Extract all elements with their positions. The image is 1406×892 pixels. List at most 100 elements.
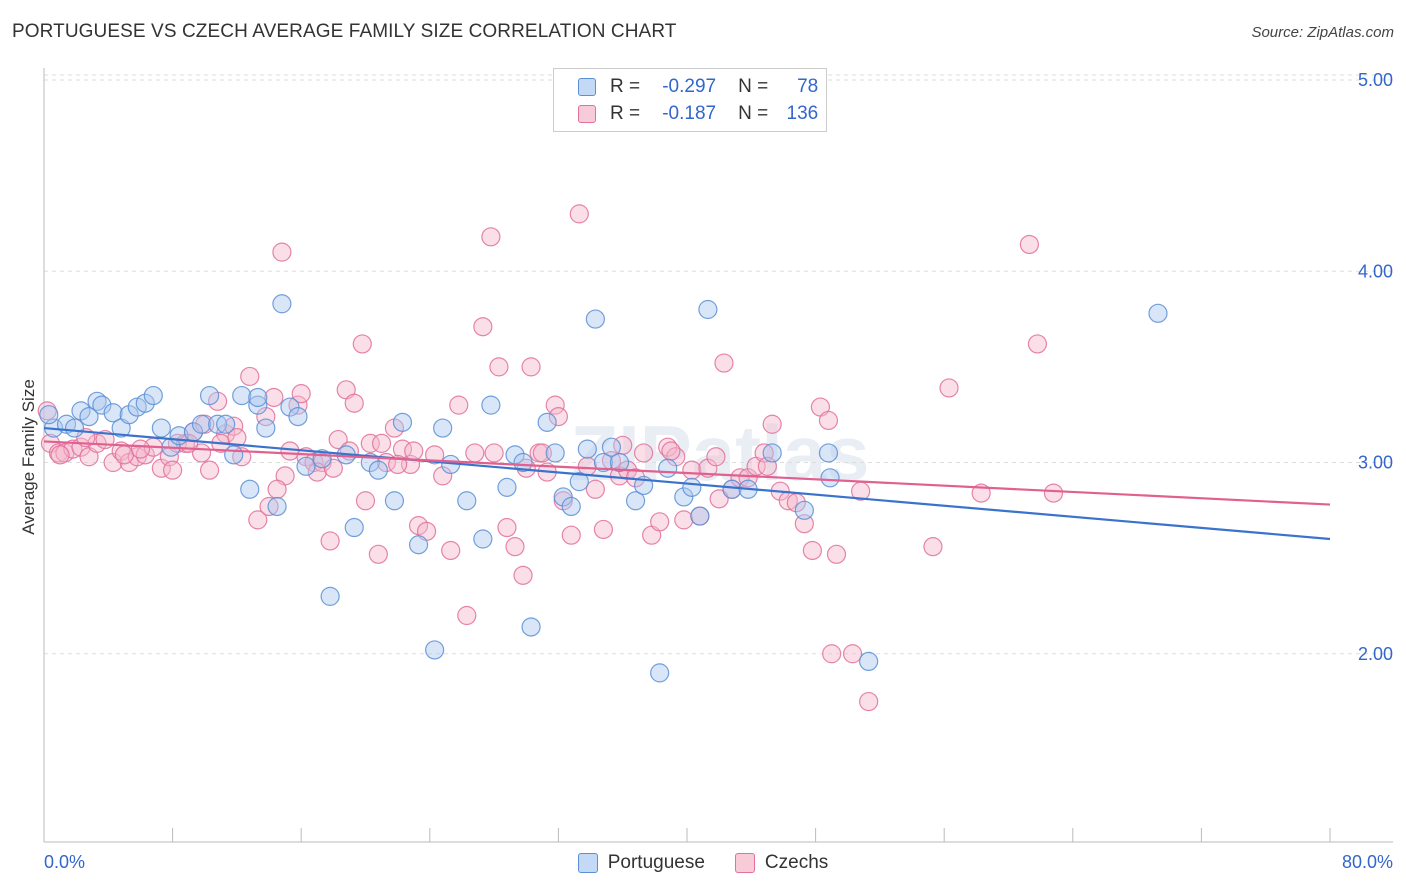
legend-n-value: 78 bbox=[797, 76, 819, 97]
czechs-point bbox=[561, 525, 581, 545]
czechs-points bbox=[37, 204, 1064, 712]
czechs-point bbox=[593, 519, 614, 540]
portuguese-point bbox=[248, 387, 268, 408]
czechs-point bbox=[465, 443, 485, 463]
czechs-point bbox=[280, 441, 300, 461]
portuguese-point bbox=[585, 309, 605, 329]
portuguese-point bbox=[762, 443, 782, 463]
czechs-point bbox=[585, 479, 605, 499]
portuguese-point bbox=[609, 452, 630, 473]
portuguese-point bbox=[569, 472, 589, 492]
portuguese-point bbox=[473, 529, 493, 549]
czechs-point bbox=[794, 514, 814, 534]
portuguese-point bbox=[288, 407, 308, 427]
czechs-point bbox=[842, 644, 863, 664]
legend-r-label: R = bbox=[610, 76, 641, 97]
czechs-point bbox=[355, 491, 376, 511]
portuguese-point bbox=[216, 414, 236, 434]
portuguese-point bbox=[682, 477, 702, 497]
portuguese-point bbox=[64, 418, 85, 438]
portuguese-point bbox=[296, 456, 316, 476]
legend-r-value: -0.297 bbox=[662, 76, 717, 97]
czechs-point bbox=[352, 334, 372, 354]
czechs-point bbox=[130, 439, 151, 459]
portuguese-point bbox=[79, 407, 99, 427]
czechs-point bbox=[163, 460, 183, 480]
czechs-point bbox=[371, 433, 392, 453]
y-tick-label: 5.00 bbox=[1358, 70, 1393, 90]
czechs-point bbox=[497, 517, 517, 538]
czechs-point bbox=[730, 468, 750, 488]
czechs-point bbox=[291, 384, 311, 404]
czechs-point bbox=[661, 441, 681, 461]
czechs-point bbox=[709, 489, 729, 509]
portuguese-point bbox=[859, 651, 879, 672]
portuguese-point bbox=[199, 385, 220, 406]
czechs-point bbox=[481, 227, 501, 247]
czechs-point bbox=[633, 443, 654, 463]
legend-label-czechs: Czechs bbox=[764, 852, 829, 873]
portuguese-point bbox=[384, 491, 405, 511]
czechs-point bbox=[1019, 234, 1039, 255]
legend-n-value: 136 bbox=[786, 103, 819, 124]
czechs-point bbox=[288, 395, 308, 415]
legend-row-czechs: R = -0.187 N = 136 bbox=[578, 100, 818, 128]
portuguese-trend-line bbox=[43, 426, 1331, 541]
czechs-point bbox=[489, 357, 509, 377]
portuguese-point bbox=[232, 385, 252, 406]
portuguese-point bbox=[553, 487, 573, 507]
czechs-point bbox=[457, 605, 477, 626]
czechs-point bbox=[368, 544, 388, 564]
portuguese-point bbox=[208, 414, 228, 434]
czechs-point bbox=[505, 537, 525, 557]
trend-lines bbox=[43, 426, 1331, 541]
czechs-point bbox=[548, 407, 569, 427]
portuguese-point bbox=[1148, 303, 1168, 323]
portuguese-swatch bbox=[578, 78, 596, 96]
portuguese-point bbox=[267, 496, 287, 517]
czechs-point bbox=[224, 416, 244, 436]
portuguese-point bbox=[650, 663, 670, 683]
portuguese-point bbox=[103, 403, 123, 423]
czechs-point bbox=[404, 441, 424, 461]
portuguese-point bbox=[481, 395, 501, 415]
czechs-point bbox=[818, 410, 839, 431]
czechs-point bbox=[484, 443, 504, 463]
portuguese-point bbox=[272, 294, 292, 314]
legend-r-value: -0.187 bbox=[662, 103, 717, 124]
czechs-point bbox=[433, 466, 453, 486]
czechs-point bbox=[706, 447, 726, 467]
portuguese-point bbox=[722, 479, 742, 499]
czechs-swatch bbox=[578, 105, 596, 123]
portuguese-point bbox=[224, 445, 244, 465]
czechs-point bbox=[50, 445, 70, 465]
portuguese-point bbox=[92, 395, 112, 415]
legend-label-portuguese: Portuguese bbox=[607, 852, 705, 873]
czechs-point bbox=[441, 540, 461, 561]
portuguese-point bbox=[794, 500, 814, 520]
source-label: Source: ZipAtlas.com bbox=[1251, 24, 1394, 41]
portuguese-point bbox=[392, 412, 413, 432]
czechs-point bbox=[859, 691, 879, 712]
portuguese-point bbox=[135, 393, 155, 413]
portuguese-point bbox=[601, 437, 622, 457]
portuguese-point bbox=[39, 405, 59, 425]
czechs-point bbox=[826, 544, 847, 564]
czechs-point bbox=[272, 242, 292, 262]
czechs-point bbox=[822, 644, 842, 664]
portuguese-point bbox=[344, 517, 364, 538]
czechs-point bbox=[328, 429, 348, 450]
czechs-point bbox=[264, 387, 284, 408]
portuguese-point bbox=[820, 468, 840, 488]
portuguese-point bbox=[248, 395, 268, 415]
czechs-swatch bbox=[734, 853, 755, 873]
portuguese-point bbox=[593, 452, 614, 473]
czechs-point bbox=[674, 510, 694, 530]
legend-n-label: N = bbox=[738, 103, 769, 124]
portuguese-points bbox=[39, 294, 1168, 683]
czechs-point bbox=[240, 366, 260, 387]
czechs-point bbox=[802, 540, 822, 561]
portuguese-point bbox=[561, 496, 581, 517]
portuguese-point bbox=[625, 491, 646, 511]
